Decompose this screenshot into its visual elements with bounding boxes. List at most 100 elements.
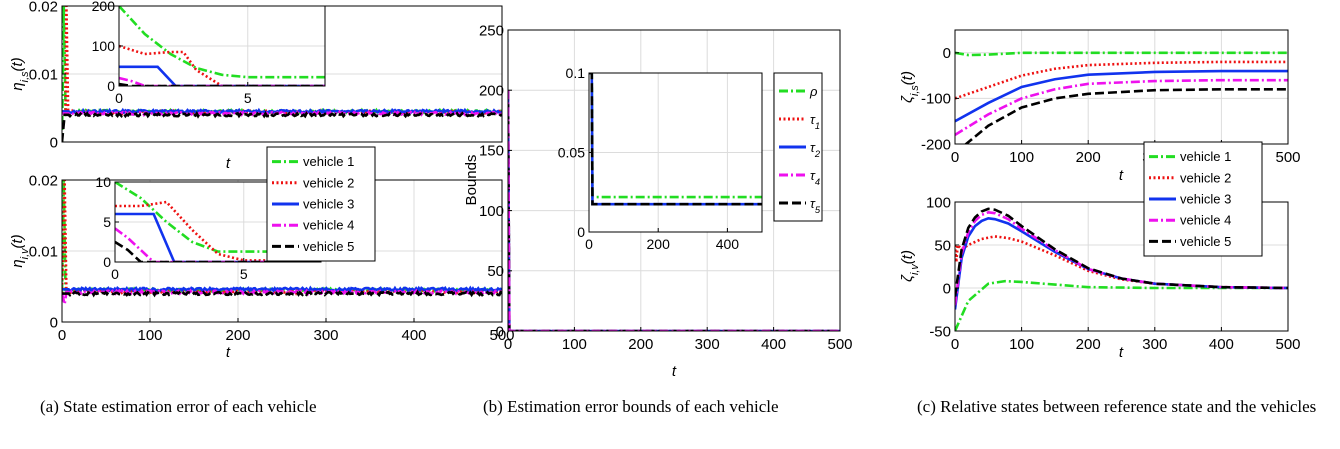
a-top-series-vehicle5 bbox=[62, 110, 502, 142]
a-bottom-labels: t ηi,v(t) bbox=[9, 234, 231, 361]
a-top-inset-series-vehicle1 bbox=[119, 6, 325, 79]
c-top-xtick-label: 500 bbox=[1275, 149, 1300, 166]
c-bottom-ytick-label: 100 bbox=[926, 194, 951, 211]
a-bottom-inset-series-vehicle1 bbox=[115, 182, 321, 253]
c-top-series-vehicle2 bbox=[955, 60, 1288, 100]
b-legend-label: τ4 bbox=[810, 168, 820, 187]
b-inset-ytick-label: 0.1 bbox=[566, 65, 586, 81]
c-bottom-ylabel: ζi,v(t) bbox=[899, 250, 921, 282]
a-bottom-inset-ytick-label: 5 bbox=[103, 214, 111, 230]
a-top-ytick-label: 0 bbox=[50, 134, 58, 151]
a-bottom-series-vehicle3 bbox=[62, 285, 502, 294]
c-bottom-legend-label: vehicle 3 bbox=[1180, 192, 1231, 207]
a-bottom-ytick-label: 0.01 bbox=[29, 243, 58, 260]
b-legend-label: τ2 bbox=[810, 140, 821, 159]
b-xtick-label: 300 bbox=[695, 336, 720, 353]
b-inset-xtick-label: 400 bbox=[716, 236, 740, 252]
b-inset-series-vehicle5 bbox=[589, 73, 762, 206]
c-top-ylabel: ζi,s(t) bbox=[899, 71, 921, 103]
a-bottom-ytick-label: 0 bbox=[50, 314, 58, 331]
c-bottom-xtick-label: 400 bbox=[1209, 336, 1234, 353]
a-bottom-inset-series-vehicle4 bbox=[115, 227, 321, 262]
c-bottom-xtick-label: 300 bbox=[1142, 336, 1167, 353]
b-inset-ytick-label: 0 bbox=[577, 224, 585, 240]
a-bottom-ytick-label: 0.02 bbox=[29, 172, 58, 189]
b-legend: ρ τ1 τ2 τ4 τ5 bbox=[773, 72, 823, 222]
b-ytick-label: 50 bbox=[487, 263, 504, 280]
a-bottom-xtick-label: 400 bbox=[401, 327, 426, 344]
a-top-inset-ytick-label: 100 bbox=[92, 38, 116, 54]
a-bottom-legend-label: vehicle 1 bbox=[303, 154, 354, 169]
c-top-xlabel: t bbox=[1119, 167, 1124, 184]
a-top-inset-xtick-label: 5 bbox=[244, 90, 252, 106]
a-top-inset-series-vehicle4 bbox=[119, 76, 325, 86]
b-inset-ytick-label: 0.05 bbox=[558, 144, 585, 160]
a-bottom-inset-xtick-label: 5 bbox=[240, 266, 248, 282]
c-bottom-xtick-label: 100 bbox=[1009, 336, 1034, 353]
b-ytick-label: 200 bbox=[479, 82, 504, 99]
b-ytick-label: 0 bbox=[496, 323, 504, 340]
a-top-xlabel: t bbox=[226, 155, 231, 172]
a-bottom-legend-label: vehicle 2 bbox=[303, 175, 354, 190]
c-top-frame bbox=[954, 29, 1289, 145]
b-ytick-label: 100 bbox=[479, 203, 504, 220]
b-inset-xtick-label: 200 bbox=[647, 236, 671, 252]
c-top-xtick-label: 100 bbox=[1009, 149, 1034, 166]
c-bottom-ytick-label: -50 bbox=[929, 323, 951, 340]
b-legend-label: ρ bbox=[809, 84, 818, 99]
a-top-ytick-label: 0.01 bbox=[29, 66, 58, 83]
a-bottom-legend: vehicle 1 vehicle 2 vehicle 3 vehicle 4 vehi… bbox=[266, 146, 376, 262]
b-ylabel: Bounds bbox=[463, 155, 480, 206]
c-top-ytick-label: 0 bbox=[943, 45, 951, 62]
b-xtick-label: 100 bbox=[562, 336, 587, 353]
b-legend-label: τ5 bbox=[810, 196, 821, 215]
c-bottom-series-vehicle2 bbox=[955, 235, 1288, 290]
b-xtick-label: 500 bbox=[827, 336, 852, 353]
c-bottom-xlabel: t bbox=[1119, 344, 1124, 361]
a-bottom-xtick-label: 200 bbox=[225, 327, 250, 344]
a-top-inset-series-vehicle3 bbox=[119, 65, 325, 86]
a-top-inset-ytick-label: 0 bbox=[107, 78, 115, 94]
a-bottom-inset-ytick-label: 0 bbox=[103, 254, 111, 270]
c-bottom-ytick-label: 50 bbox=[934, 237, 951, 254]
b-inset-axes: 0 200 400 0 0.05 0.1 bbox=[558, 65, 763, 252]
c-top-xtick-label: 0 bbox=[951, 149, 959, 166]
c-bottom-series-vehicle1 bbox=[955, 279, 1288, 331]
a-bottom-series-vehicle5 bbox=[62, 289, 502, 298]
c-bottom-labels: t ζi,v(t) bbox=[899, 250, 1124, 361]
c-top-xtick-label: 200 bbox=[1076, 149, 1101, 166]
c-top-series-vehicle1 bbox=[955, 51, 1288, 57]
c-top-series-vehicle4 bbox=[955, 78, 1288, 136]
c-bottom-xtick-label: 200 bbox=[1076, 336, 1101, 353]
a-bottom-legend-label: vehicle 4 bbox=[303, 218, 354, 233]
a-top-inset-ytick-label: 200 bbox=[92, 0, 116, 14]
c-bottom-xtick-label: 0 bbox=[951, 336, 959, 353]
a-bottom-xtick-label: 300 bbox=[313, 327, 338, 344]
b-xlabel: t bbox=[672, 363, 677, 380]
a-top-ytick-label: 0.02 bbox=[29, 0, 58, 15]
c-top-labels: t ζi,s(t) bbox=[899, 71, 1124, 184]
a-bottom-legend-label: vehicle 5 bbox=[303, 239, 354, 254]
b-labels: t Bounds bbox=[463, 155, 677, 380]
c-bottom-legend-label: vehicle 1 bbox=[1180, 149, 1231, 164]
c-bottom-legend-label: vehicle 5 bbox=[1180, 234, 1231, 249]
a-top-inset-series-vehicle5 bbox=[119, 82, 325, 86]
a-bottom-xlabel: t bbox=[226, 344, 231, 361]
a-bottom-series-vehicle4 bbox=[62, 288, 502, 305]
c-top-ytick-label: -200 bbox=[921, 136, 951, 153]
a-bottom-xtick-label: 100 bbox=[137, 327, 162, 344]
b-inset-xtick-label: 0 bbox=[585, 236, 593, 252]
a-bottom-inset-ytick-label: 10 bbox=[95, 174, 111, 190]
a-top-labels: t ηi,s(t) bbox=[9, 57, 231, 172]
b-xtick-label: 200 bbox=[628, 336, 653, 353]
c-top-series-vehicle5 bbox=[964, 87, 1288, 144]
c-bottom-series-vehicle5 bbox=[955, 207, 1288, 297]
b-xtick-label: 0 bbox=[504, 336, 512, 353]
a-bottom-xtick-label: 0 bbox=[58, 327, 66, 344]
caption-a: (a) State estimation error of each vehic… bbox=[40, 397, 317, 416]
a-bottom-inset-xtick-label: 0 bbox=[111, 266, 119, 282]
c-bottom-ytick-label: 0 bbox=[943, 280, 951, 297]
